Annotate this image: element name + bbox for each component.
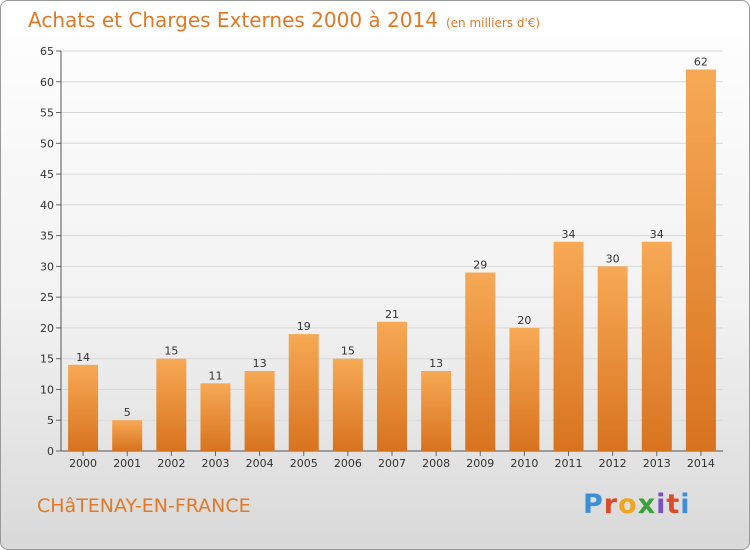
x-tick-label: 2009	[466, 457, 494, 470]
data-label: 15	[341, 345, 355, 358]
chart-title-main: Achats et Charges Externes 2000 à 2014	[28, 8, 438, 32]
bar	[421, 371, 452, 451]
y-tick-label: 65	[40, 45, 54, 58]
y-tick-label: 0	[47, 445, 54, 458]
data-label: 14	[76, 351, 90, 364]
y-tick-label: 25	[40, 291, 54, 304]
bar	[509, 327, 540, 451]
x-tick-label: 2002	[157, 457, 185, 470]
x-tick-label: 2014	[687, 457, 715, 470]
y-tick-label: 15	[40, 353, 54, 366]
bar	[244, 371, 275, 451]
logo-letter: i	[656, 489, 667, 520]
bar	[68, 364, 99, 451]
x-tick-label: 2000	[69, 457, 97, 470]
bar	[685, 69, 716, 451]
bar	[465, 272, 496, 451]
bar	[641, 241, 672, 451]
bar	[332, 358, 363, 451]
y-tick-label: 5	[47, 414, 54, 427]
bar	[597, 266, 628, 451]
y-tick-label: 10	[40, 383, 54, 396]
y-tick-label: 55	[40, 107, 54, 120]
x-tick-label: 2007	[378, 457, 406, 470]
x-tick-label: 2004	[246, 457, 274, 470]
city-name: CHâTENAY-EN-FRANCE	[37, 495, 251, 517]
x-tick-label: 2013	[643, 457, 671, 470]
proxiti-logo[interactable]: Proxiti	[583, 489, 691, 520]
bar	[156, 358, 187, 451]
logo-letter: i	[680, 489, 691, 520]
data-label: 5	[124, 406, 131, 419]
data-label: 29	[473, 259, 487, 272]
data-label: 34	[650, 228, 664, 241]
data-label: 19	[297, 320, 311, 333]
y-tick-label: 30	[40, 260, 54, 273]
chart-title: Achats et Charges Externes 2000 à 2014 (e…	[28, 8, 540, 32]
bar	[200, 383, 231, 451]
x-tick-label: 2008	[422, 457, 450, 470]
data-label: 11	[208, 369, 222, 382]
data-label: 21	[385, 308, 399, 321]
y-tick-label: 40	[40, 199, 54, 212]
x-tick-label: 2012	[599, 457, 627, 470]
data-label: 13	[429, 357, 443, 370]
logo-letter: x	[637, 489, 657, 520]
data-label: 30	[606, 252, 620, 265]
y-tick-label: 50	[40, 137, 54, 150]
y-tick-label: 35	[40, 230, 54, 243]
labels: 0 5 10 15 20 25 30 35 40 45 50 55 60 65 14 2000 5 2001 15 2…	[40, 45, 715, 470]
data-label: 62	[694, 55, 708, 68]
data-label: 34	[562, 228, 576, 241]
x-tick-label: 2006	[334, 457, 362, 470]
bars	[68, 69, 716, 451]
y-tick-label: 45	[40, 168, 54, 181]
logo-letter: t	[666, 489, 681, 520]
bar	[288, 334, 319, 451]
data-label: 13	[253, 357, 267, 370]
bar	[112, 420, 143, 451]
bar	[377, 321, 407, 451]
y-tick-label: 20	[40, 322, 54, 335]
y-tick-label: 60	[40, 76, 54, 89]
chart-unit: (en milliers d'€)	[445, 16, 541, 30]
data-label: 20	[517, 314, 531, 327]
data-label: 15	[164, 345, 178, 358]
logo-letter: P	[583, 489, 604, 520]
logo-letter: r	[603, 489, 619, 520]
x-tick-label: 2010	[510, 457, 538, 470]
x-tick-label: 2005	[290, 457, 318, 470]
bar	[553, 241, 584, 451]
x-tick-label: 2001	[113, 457, 141, 470]
x-tick-label: 2003	[201, 457, 229, 470]
x-tick-label: 2011	[555, 457, 583, 470]
logo-letter: o	[618, 489, 638, 520]
